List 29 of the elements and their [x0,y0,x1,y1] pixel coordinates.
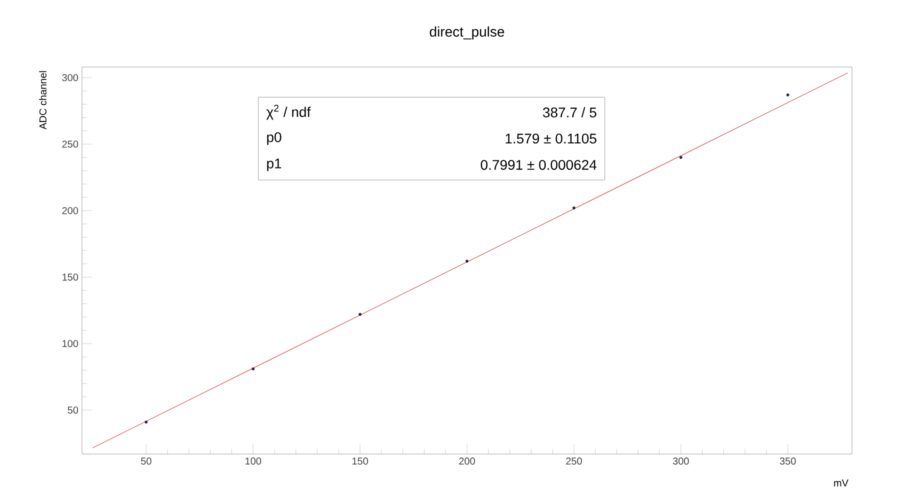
x-tick-label: 100 [246,458,262,465]
point [786,93,790,96]
point [572,206,576,210]
x-tick-label: 350 [780,458,796,465]
y-tick-label: 300 [62,74,78,82]
point [679,156,682,159]
annotation: p1 [267,158,282,172]
y-axis-title: ADC channel [39,71,46,130]
point [466,260,468,263]
y-tick-label: 50 [68,406,78,414]
point [252,367,255,370]
y-tick-label: 150 [62,274,78,281]
y-tick-label: 100 [62,340,78,348]
x-tick-label: 200 [459,458,475,465]
annotation: p0 [267,132,282,145]
annotation: 0.7991 ± 0.000624 [480,160,596,170]
point [144,420,148,424]
annotation: χ$^{2}$ / ndf [266,104,311,120]
x-tick-label: 250 [566,458,582,465]
y-tick-label: 250 [62,140,78,148]
x-tick-label: 150 [352,458,368,465]
y-tick-label: 200 [62,207,78,214]
annotation: 387.7 / 5 [542,107,596,118]
x-axis-title: mV [834,480,848,486]
annotation: 1.579 ± 0.1105 [506,134,596,144]
point [358,312,362,316]
x-tick-label: 50 [141,458,152,465]
x-tick-label: 300 [672,458,689,465]
chart-title: direct_pulse [430,26,504,40]
